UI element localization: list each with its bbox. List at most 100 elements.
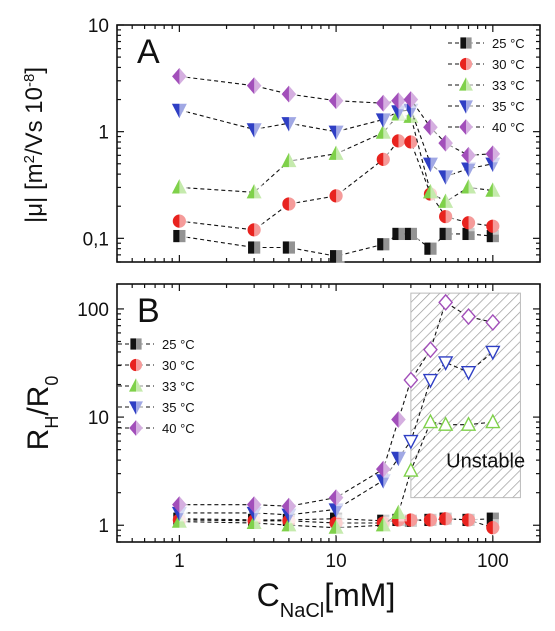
y-tick-label: 100 xyxy=(77,300,109,321)
marker-square-0-3 xyxy=(329,250,343,263)
marker-circle-1-4 xyxy=(376,152,390,166)
marker-diamond-4-6 xyxy=(403,371,419,389)
marker-triangle-down-3-8 xyxy=(438,170,454,185)
marker-circle-1-6 xyxy=(404,135,418,149)
y-tick-label: 1 xyxy=(98,123,109,144)
marker-square-legend-0 xyxy=(460,37,472,49)
y-tick-label: 0,1 xyxy=(83,229,109,250)
x-tick-label: 1 xyxy=(174,551,185,572)
marker-triangle-up-2-3 xyxy=(328,145,344,160)
legend-label-0: 25 °C xyxy=(492,36,525,51)
panel-label: B xyxy=(137,292,160,330)
marker-circle-1-7 xyxy=(423,513,438,527)
marker-triangle-down-3-5 xyxy=(390,451,406,467)
marker-triangle-down-3-1 xyxy=(246,123,262,138)
marker-diamond-4-4 xyxy=(375,94,391,112)
marker-triangle-up-2-6 xyxy=(403,462,419,477)
marker-diamond-4-8 xyxy=(438,293,454,311)
marker-square-0-7 xyxy=(424,242,437,255)
legend-label-2: 33 °C xyxy=(162,379,195,394)
marker-square-0-4 xyxy=(377,238,390,251)
legend-label-1: 30 °C xyxy=(162,358,195,373)
legend-label-2: 33 °C xyxy=(492,78,525,93)
marker-diamond-4-9 xyxy=(461,307,476,326)
marker-circle-1-10 xyxy=(486,219,500,233)
marker-diamond-legend-4 xyxy=(459,119,473,135)
marker-square-0-2 xyxy=(282,241,296,254)
marker-circle-1-10 xyxy=(486,521,500,535)
y-axis-title-b: RH/R0 xyxy=(22,376,62,451)
legend-label-4: 40 °C xyxy=(492,120,525,135)
y-tick-label: 10 xyxy=(88,16,109,37)
y-tick-label: 1 xyxy=(98,516,109,537)
marker-square-0-6 xyxy=(404,227,417,241)
marker-triangle-up-2-7 xyxy=(422,413,439,429)
marker-square-0-1 xyxy=(248,241,261,254)
marker-triangle-down-3-7 xyxy=(422,157,438,173)
legend-label-4: 40 °C xyxy=(162,421,195,436)
legend-label-3: 35 °C xyxy=(492,99,525,114)
marker-triangle-down-3-8 xyxy=(437,356,454,371)
marker-circle-1-1 xyxy=(247,223,261,237)
marker-circle-1-6 xyxy=(404,513,418,527)
series-line-4 xyxy=(179,75,493,156)
marker-circle-1-5 xyxy=(391,134,406,148)
series-line-4 xyxy=(179,301,493,507)
y-axis-title-a: |μ| [m2/Vs 10-8] xyxy=(21,67,49,223)
marker-triangle-down-legend-3 xyxy=(459,100,473,114)
marker-circle-legend-1 xyxy=(459,57,473,71)
marker-circle-1-8 xyxy=(439,209,453,224)
marker-triangle-up-2-9 xyxy=(461,179,477,194)
legend-label-0: 25 °C xyxy=(162,337,195,352)
marker-circle-1-2 xyxy=(282,197,296,211)
marker-square-0-9 xyxy=(462,227,475,241)
legend-label-1: 30 °C xyxy=(492,57,525,72)
marker-diamond-4-3 xyxy=(328,92,344,110)
marker-triangle-down-3-10 xyxy=(485,345,501,361)
marker-diamond-4-7 xyxy=(423,341,438,359)
panel-a: 0,1 1 10 A 25 °C 30 °C 33 °C 35 °C 40 °C |μ| [m2/… xyxy=(21,16,541,265)
marker-diamond-4-5 xyxy=(391,411,406,428)
marker-circle-1-9 xyxy=(461,216,476,230)
marker-diamond-4-1 xyxy=(246,77,262,95)
legend: 25 °C 30 °C 33 °C 35 °C 40 °C xyxy=(448,35,525,135)
marker-triangle-down-legend-3 xyxy=(129,401,143,415)
marker-diamond-4-0 xyxy=(172,67,187,85)
marker-circle-1-8 xyxy=(439,512,453,526)
panel-b: Unstable 1 10 100 1 10 100 B25 °C 30 °C 33 °C 35 °… xyxy=(22,283,541,622)
legend-label-3: 35 °C xyxy=(162,400,195,415)
marker-triangle-up-legend-2 xyxy=(459,77,473,91)
series-line-2 xyxy=(179,113,493,203)
marker-triangle-up-2-5 xyxy=(390,504,406,520)
unstable-label: Unstable xyxy=(446,451,525,473)
marker-triangle-down-3-0 xyxy=(171,103,187,119)
x-tick-label: 10 xyxy=(326,551,347,572)
marker-diamond-4-2 xyxy=(281,85,297,103)
marker-square-0-0 xyxy=(173,229,186,243)
marker-diamond-4-10 xyxy=(485,313,501,332)
marker-square-0-5 xyxy=(392,227,405,241)
marker-triangle-down-3-7 xyxy=(422,373,439,389)
marker-triangle-down-3-3 xyxy=(328,125,344,140)
marker-circle-1-9 xyxy=(461,513,476,527)
marker-circle-legend-1 xyxy=(129,358,143,372)
marker-triangle-up-2-9 xyxy=(460,416,477,431)
marker-circle-1-0 xyxy=(172,214,186,228)
marker-square-0-8 xyxy=(439,227,452,241)
marker-square-legend-0 xyxy=(130,338,142,350)
x-axis-title: CNaCl[mM] xyxy=(257,577,396,622)
marker-triangle-up-2-8 xyxy=(437,416,454,431)
marker-triangle-down-3-9 xyxy=(460,366,477,381)
marker-triangle-up-2-0 xyxy=(171,179,187,194)
unstable-region xyxy=(410,292,521,499)
legend: 25 °C 30 °C 33 °C 35 °C 40 °C xyxy=(118,336,195,436)
marker-diamond-4-9 xyxy=(461,146,476,164)
marker-triangle-up-2-8 xyxy=(438,193,454,208)
marker-triangle-up-2-10 xyxy=(485,413,501,429)
marker-diamond-4-3 xyxy=(328,489,344,507)
marker-diamond-legend-4 xyxy=(129,420,143,436)
marker-circle-1-3 xyxy=(329,189,343,203)
marker-triangle-up-legend-2 xyxy=(129,378,143,392)
x-tick-label: 100 xyxy=(477,551,509,572)
